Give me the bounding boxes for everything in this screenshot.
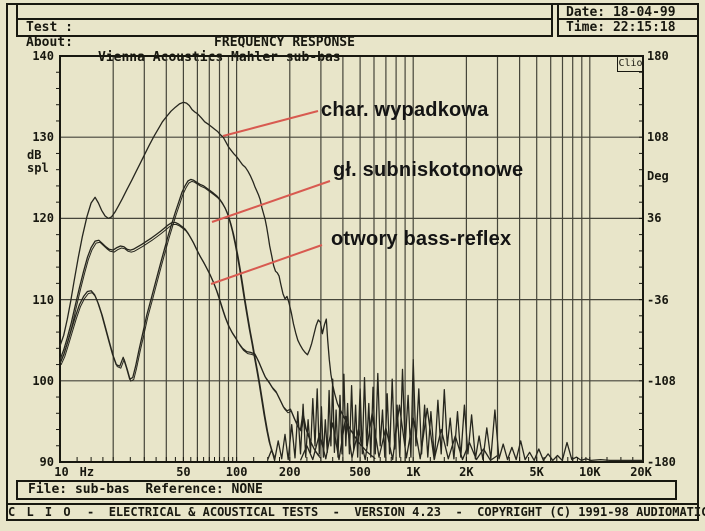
- x-axis-label-20K: 20K: [630, 465, 652, 479]
- file-label: File:: [28, 482, 68, 497]
- clio-badge: Clio: [617, 56, 643, 72]
- header-test-row: Test : FREQUENCY RESPONSE: [18, 5, 551, 50]
- x-axis-label-50: 50: [176, 465, 191, 479]
- curve-g-subniskotonowe: [59, 178, 275, 457]
- about-value: Vienna Acoustics Mahler sub-bas: [98, 50, 341, 65]
- annotation-g-subniskotonowe: gł. subniskotonowe: [333, 159, 524, 181]
- time-label: Time:: [566, 20, 606, 35]
- left-axis-label-130: 130: [32, 130, 54, 145]
- right-axis-label-36: 36: [647, 211, 662, 226]
- x-axis-label-2K: 2K: [459, 465, 474, 479]
- curve-char-wypadkowa: [59, 101, 376, 460]
- annotation-leader-line: [222, 110, 319, 137]
- brand-bar: C L I O - ELECTRICAL & ACOUSTICAL TESTS …: [8, 503, 705, 519]
- x-axis-label-500: 500: [349, 465, 371, 479]
- about-label: About:: [26, 35, 73, 50]
- left-axis-label-120: 120: [32, 211, 54, 226]
- left-axis-unit: dB spl: [27, 148, 49, 175]
- reference-label: Reference:: [145, 482, 224, 497]
- x-axis-label-1K: 1K: [405, 465, 421, 479]
- file-value: sub-bas: [74, 482, 130, 497]
- x-axis-label-Hz: Hz: [79, 465, 95, 479]
- header-about-row: About: Vienna Acoustics Mahler sub-bas: [18, 20, 551, 65]
- page-title: FREQUENCY RESPONSE: [214, 35, 355, 50]
- header-test-about-box: Test : FREQUENCY RESPONSE About: Vienna …: [16, 3, 553, 65]
- left-axis-label-110: 110: [32, 292, 54, 307]
- curve-noise-floor: [267, 359, 643, 462]
- left-axis-label-100: 100: [32, 373, 54, 388]
- credits-text: - ELECTRICAL & ACOUSTICAL TESTS - VERSIO…: [72, 505, 705, 519]
- annotation-char-wypadkowa: char. wypadkowa: [321, 99, 489, 121]
- header-time-row: Time: 22:15:18: [559, 20, 697, 35]
- annotation-otwory-bass-reflex: otwory bass-reflex: [331, 228, 512, 250]
- right-axis-label--36: -36: [647, 292, 669, 307]
- curve-otwory-bass-reflex: [59, 221, 321, 457]
- annotation-leader-line: [211, 180, 331, 223]
- x-axis-label-200: 200: [278, 465, 301, 479]
- header-datetime-box: Date: 18-04-99 Time: 22:15:18: [557, 3, 699, 37]
- curve-otwory-bass-reflex-pair: [60, 224, 321, 459]
- header-date-row: Date: 18-04-99: [559, 5, 697, 20]
- date-label: Date:: [566, 5, 606, 20]
- test-label: Test :: [26, 20, 73, 35]
- curve-noise-floor-2: [299, 404, 498, 462]
- reference-value: NONE: [231, 482, 263, 497]
- date-value: 18-04-99: [612, 5, 676, 20]
- right-axis-label-180: 180: [647, 49, 669, 63]
- right-axis-label--180: -180: [647, 455, 676, 469]
- x-axis-label-10: 10: [54, 465, 69, 479]
- time-value: 22:15:18: [612, 20, 676, 35]
- left-axis-label-90: 90: [39, 455, 54, 469]
- right-axis-unit: Deg: [647, 169, 669, 183]
- right-axis-label-108: 108: [647, 130, 669, 145]
- curve-g-subniskotonowe-pair: [60, 180, 276, 459]
- annotation-leader-line: [210, 244, 323, 285]
- clio-brand: C L I O: [8, 505, 73, 519]
- x-axis-label-100: 100: [225, 465, 248, 479]
- x-axis-label-5K: 5K: [529, 465, 544, 479]
- x-axis-label-10K: 10K: [578, 465, 601, 479]
- left-axis-label-140: 140: [32, 49, 54, 63]
- file-reference-bar: File: sub-bas Reference: NONE: [16, 480, 677, 500]
- right-axis-label--108: -108: [647, 373, 676, 388]
